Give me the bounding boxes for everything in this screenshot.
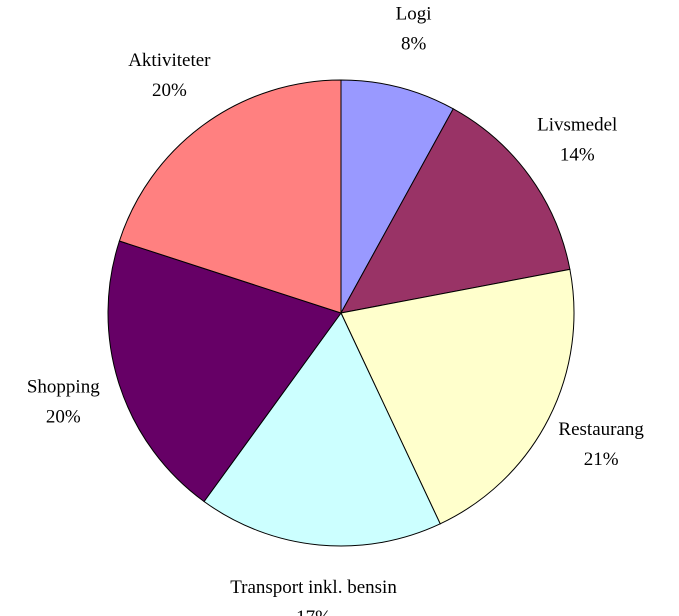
slice-label: Shopping bbox=[27, 377, 100, 398]
slice-label: Livsmedel bbox=[537, 115, 617, 136]
pie-slice bbox=[340, 79, 454, 314]
slice-label: Aktiviteter bbox=[128, 50, 211, 71]
slice-value-label: 17% bbox=[296, 607, 331, 616]
pie-slice bbox=[340, 268, 575, 525]
pie-slice bbox=[107, 240, 342, 503]
pie-slice bbox=[203, 312, 441, 547]
pie-slice bbox=[340, 108, 571, 314]
slice-label: Restaurang bbox=[558, 419, 644, 440]
slice-label: Transport inkl. bensin bbox=[230, 577, 397, 598]
slice-value-label: 14% bbox=[560, 145, 595, 166]
slice-value-label: 20% bbox=[152, 80, 187, 101]
slice-value-label: 20% bbox=[46, 407, 81, 428]
slice-label: Logi bbox=[396, 4, 432, 25]
pie-slice bbox=[118, 79, 342, 314]
slice-value-label: 21% bbox=[584, 449, 619, 470]
slice-value-label: 8% bbox=[401, 34, 427, 55]
